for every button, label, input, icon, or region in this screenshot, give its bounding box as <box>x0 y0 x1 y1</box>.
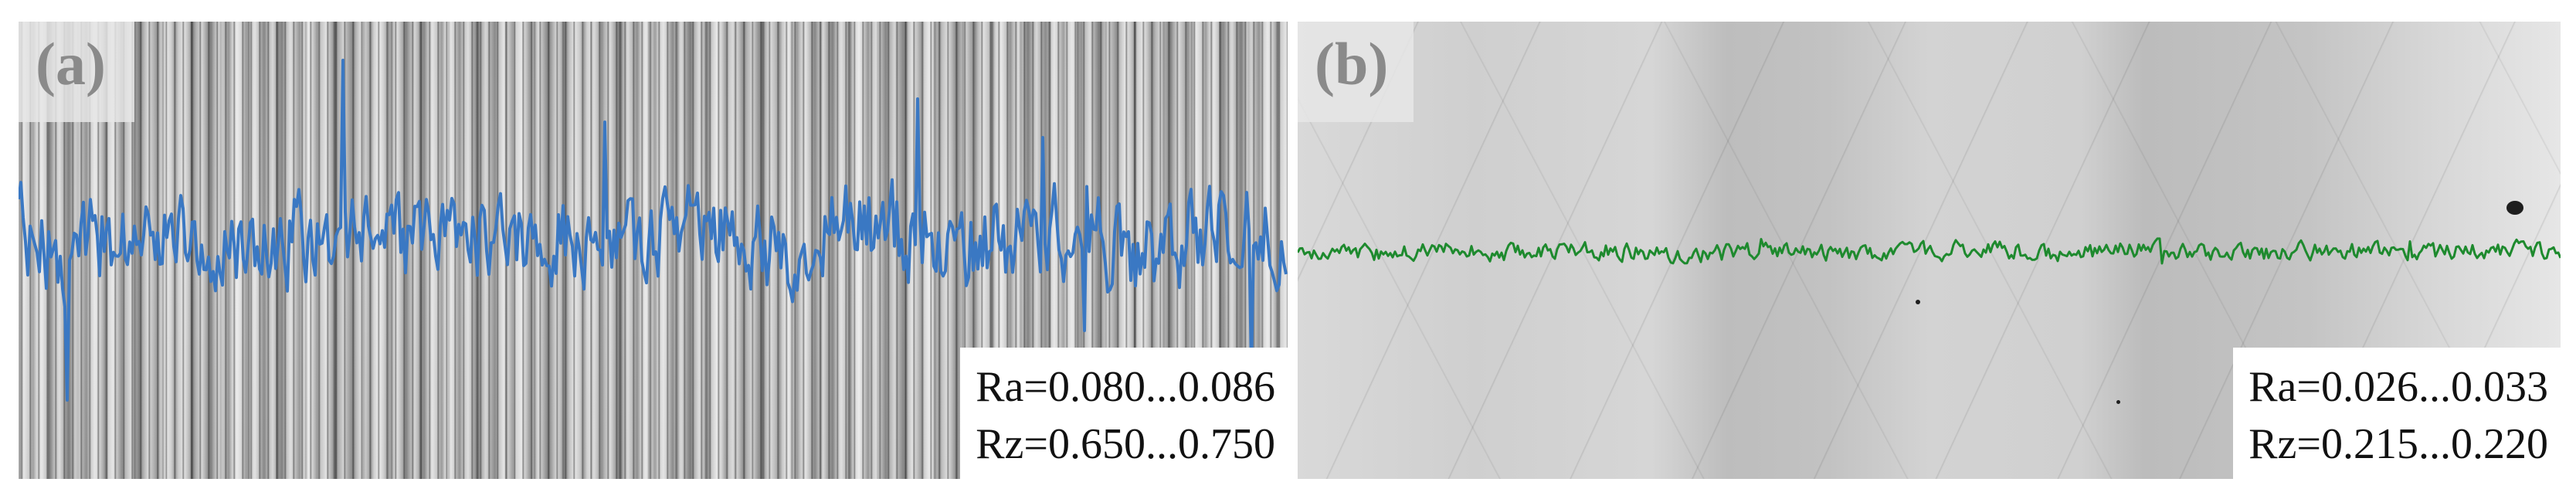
panel-label-background <box>1298 22 1414 122</box>
profile-trace <box>19 59 1288 402</box>
surface-defect-spot <box>2506 201 2523 215</box>
profile-trace <box>1298 237 2561 265</box>
panel-label-a: (a) <box>36 30 106 97</box>
surface-defect-spot <box>2116 400 2120 404</box>
surface-defect-spot <box>1916 300 1920 304</box>
ra-value-b: Ra=0.026...0.033 <box>2248 363 2548 411</box>
rz-value-a: Rz=0.650...0.750 <box>976 420 1275 468</box>
roughness-stats-a: Ra=0.080...0.086 Rz=0.650...0.750 <box>960 348 1288 479</box>
roughness-profile-a <box>19 59 1288 402</box>
roughness-profile-b <box>1298 237 2561 265</box>
roughness-stats-b: Ra=0.026...0.033 Rz=0.215...0.220 <box>2233 348 2561 479</box>
panel-b-surface-image: (b) Ra=0.026...0.033 Rz=0.215...0.220 <box>1298 22 2561 479</box>
panel-a-surface-image: (a) Ra=0.080...0.086 Rz=0.650...0.750 <box>19 22 1288 479</box>
ra-value-a: Ra=0.080...0.086 <box>976 363 1275 411</box>
panel-label-b: (b) <box>1315 30 1389 97</box>
rz-value-b: Rz=0.215...0.220 <box>2248 420 2548 468</box>
panel-label-background <box>19 22 134 122</box>
